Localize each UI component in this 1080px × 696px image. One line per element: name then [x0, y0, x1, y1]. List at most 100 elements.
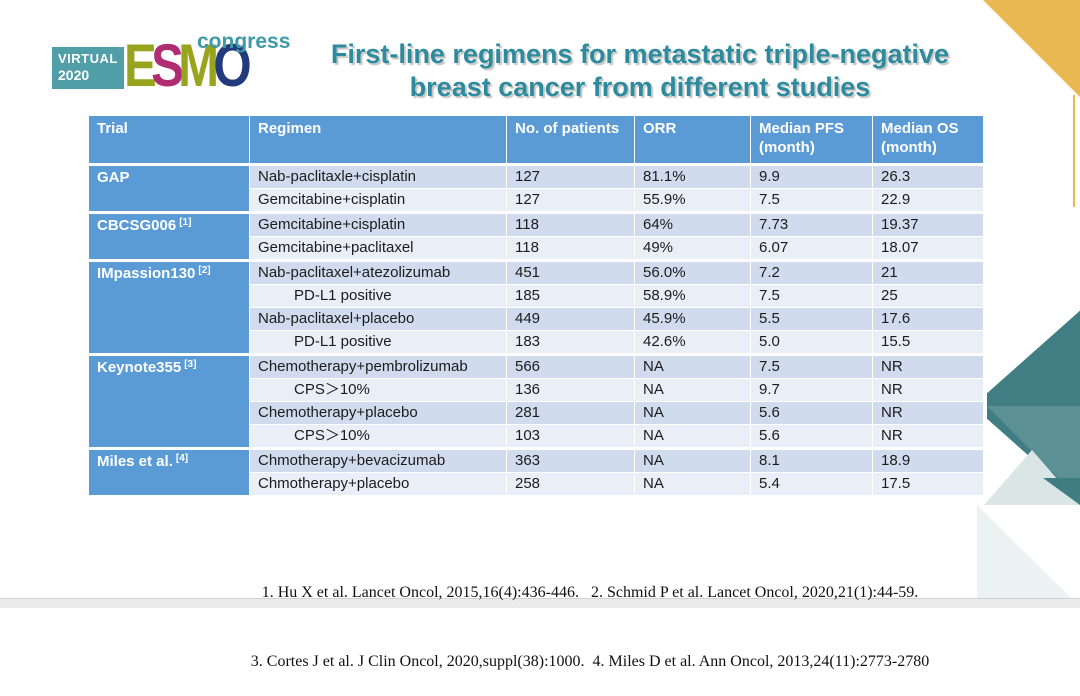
regimen-cell: Nab-paclitaxel+atezolizumab	[249, 259, 507, 285]
regimen-cell: PD-L1 positive	[249, 284, 507, 308]
trial-name: Miles et al.	[97, 453, 173, 470]
median-pfs-cell: 8.1	[750, 447, 873, 473]
trial-cell: IMpassion130 [2]	[88, 259, 250, 355]
regimens-table: Trial Regimen No. of patients ORR Median…	[88, 115, 984, 496]
header-regimen: Regimen	[249, 115, 507, 166]
esmo-congress-logo: VIRTUAL 2020 ESMO congress	[52, 28, 290, 108]
table-row: Miles et al. [4] Chmotherapy+bevacizumab 36…	[88, 447, 984, 496]
trial-reference-superscript: [1]	[179, 217, 192, 228]
regimens-table-grid: Trial Regimen No. of patients ORR Median…	[88, 115, 984, 496]
patients-cell: 451	[506, 259, 635, 285]
median-pfs-cell: 7.73	[750, 211, 873, 237]
patients-cell: 127	[506, 163, 635, 189]
trial-reference-superscript: [4]	[175, 453, 189, 464]
references: 1. Hu X et al. Lancet Oncol, 2015,16(4):…	[100, 535, 1080, 696]
regimen-cell: CPS＞10%	[249, 424, 507, 449]
orr-cell: NA	[634, 401, 751, 425]
esmo-letter: O	[213, 32, 251, 99]
orr-cell: NA	[634, 472, 751, 496]
orr-cell: 58.9%	[634, 284, 751, 308]
orr-cell: NA	[634, 353, 751, 379]
trial-cell: Miles et al. [4]	[88, 447, 250, 496]
orr-cell: 45.9%	[634, 307, 751, 331]
trial-name: Keynote355	[97, 359, 182, 376]
slide-title-line2: breast cancer from different studies	[409, 72, 871, 102]
median-pfs-cell: 7.5	[750, 188, 873, 213]
patients-cell: 185	[506, 284, 635, 308]
regimen-cell: Nab-paclitaxle+cisplatin	[249, 163, 507, 189]
median-os-cell: NR	[872, 401, 984, 425]
regimen-cell: Chmotherapy+placebo	[249, 472, 507, 496]
table-row: Nab-paclitaxel+placebo 449 45.9% 5.5 17.6	[89, 307, 984, 331]
esmo-letter: E	[124, 32, 157, 99]
header-trial: Trial	[88, 115, 250, 166]
regimen-cell: PD-L1 positive	[249, 330, 507, 355]
median-pfs-cell: 5.4	[750, 472, 873, 496]
median-os-cell: NR	[872, 424, 984, 449]
orr-cell: 55.9%	[634, 188, 751, 213]
median-os-cell: NR	[872, 353, 984, 379]
trial-name: GAP	[97, 169, 130, 186]
median-pfs-cell: 9.7	[750, 378, 873, 402]
orr-cell: 56.0%	[634, 259, 751, 285]
trial-name: IMpassion130	[97, 265, 196, 282]
median-pfs-cell: 5.5	[750, 307, 873, 331]
patients-cell: 449	[506, 307, 635, 331]
header-median-os: Median OS (month)	[872, 115, 984, 166]
median-pfs-cell: 5.6	[750, 424, 873, 449]
virtual-year: 2020	[58, 67, 90, 83]
trial-cell: CBCSG006 [1]	[88, 211, 250, 261]
median-os-cell: NR	[872, 378, 984, 402]
trial-name: CBCSG006	[97, 217, 177, 234]
median-os-cell: 18.07	[872, 236, 984, 261]
median-os-cell: 15.5	[872, 330, 984, 355]
teal-corner-triangle	[1043, 478, 1080, 505]
median-os-cell: 22.9	[872, 188, 984, 213]
orr-cell: 81.1%	[634, 163, 751, 189]
median-pfs-cell: 7.2	[750, 259, 873, 285]
median-os-cell: 17.5	[872, 472, 984, 496]
median-pfs-cell: 9.9	[750, 163, 873, 189]
table-row: Gemcitabine+cisplatin 127 55.9% 7.5 22.9	[89, 188, 984, 213]
median-os-cell: 25	[872, 284, 984, 308]
teal-pale-triangle	[984, 450, 1080, 505]
regimen-cell: Nab-paclitaxel+placebo	[249, 307, 507, 331]
patients-cell: 363	[506, 447, 635, 473]
table-row: GAP Nab-paclitaxle+cisplatin 127 81.1% 9.9 26…	[88, 163, 984, 213]
gold-vertical-line	[1073, 95, 1075, 207]
orr-cell: NA	[634, 447, 751, 473]
reference-line-1: 1. Hu X et al. Lancet Oncol, 2015,16(4):…	[261, 584, 919, 601]
virtual-2020-badge: VIRTUAL 2020	[52, 47, 124, 89]
table-row: PD-L1 positive 183 42.6% 5.0 15.5	[89, 330, 984, 355]
patients-cell: 136	[506, 378, 635, 402]
regimen-cell: Gemcitabine+cisplatin	[249, 211, 507, 237]
table-header-row: Trial Regimen No. of patients ORR Median…	[88, 115, 984, 166]
slide-title: First-line regimens for metastatic tripl…	[280, 38, 1000, 104]
regimen-cell: Chemotherapy+placebo	[249, 401, 507, 425]
reference-line-2: 3. Cortes J et al. J Clin Oncol, 2020,su…	[250, 653, 930, 670]
table-row: CBCSG006 [1] Gemcitabine+cisplatin 118 64% 7.…	[88, 211, 984, 261]
table-row: Chemotherapy+placebo 281 NA 5.6 NR	[89, 401, 984, 425]
regimen-cell: Chemotherapy+pembrolizumab	[249, 353, 507, 379]
median-pfs-cell: 6.07	[750, 236, 873, 261]
regimen-cell: Gemcitabine+paclitaxel	[249, 236, 507, 261]
regimen-cell: CPS＞10%	[249, 378, 507, 402]
trial-reference-superscript: [2]	[198, 265, 211, 276]
median-pfs-cell: 7.5	[750, 353, 873, 379]
patients-cell: 281	[506, 401, 635, 425]
patients-cell: 258	[506, 472, 635, 496]
trial-cell: GAP	[88, 163, 250, 213]
header-median-pfs: Median PFS (month)	[750, 115, 873, 166]
table-row: CPS＞10% 103 NA 5.6 NR	[89, 424, 984, 449]
esmo-letter: S	[151, 32, 184, 99]
median-os-cell: 17.6	[872, 307, 984, 331]
table-row: CPS＞10% 136 NA 9.7 NR	[89, 378, 984, 402]
esmo-letter: M	[178, 32, 219, 99]
patients-cell: 118	[506, 236, 635, 261]
virtual-label: VIRTUAL	[58, 51, 118, 66]
patients-cell: 103	[506, 424, 635, 449]
orr-cell: 42.6%	[634, 330, 751, 355]
median-os-cell: 26.3	[872, 163, 984, 189]
orr-cell: 49%	[634, 236, 751, 261]
table-row: PD-L1 positive 185 58.9% 7.5 25	[89, 284, 984, 308]
